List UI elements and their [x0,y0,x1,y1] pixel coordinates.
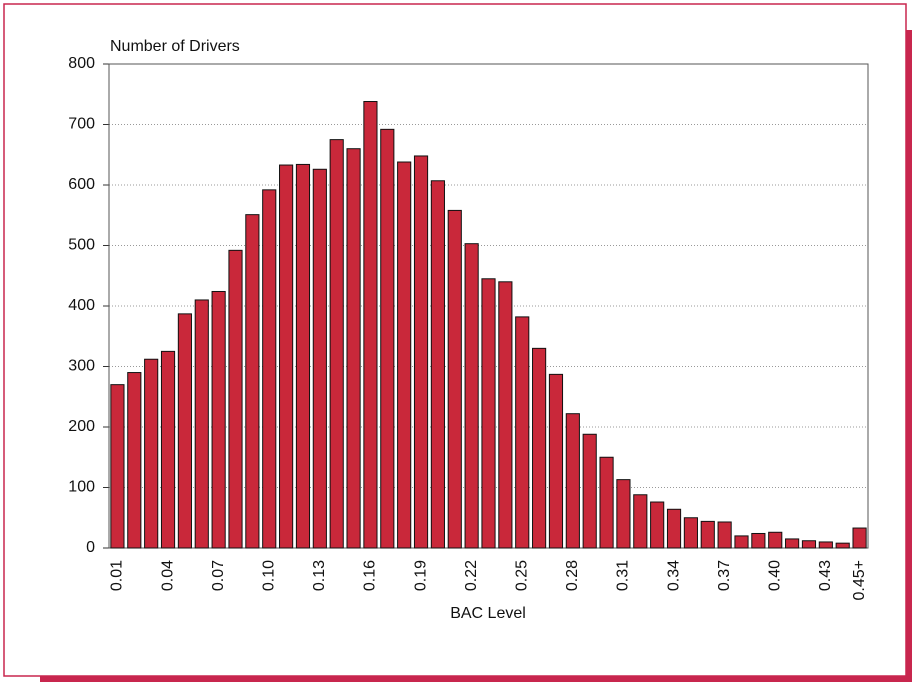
bar [700,520,715,549]
x-tick-label: 0.37 [716,560,733,591]
bar [363,101,378,549]
bar [683,517,698,549]
bar [481,278,496,549]
bar [177,313,192,549]
bar [447,209,462,549]
frame-shadow [906,30,912,682]
bar [835,542,850,549]
y-tick-label: 500 [68,237,95,254]
x-tick-label: 0.07 [210,560,227,591]
bar [717,521,732,549]
bar [582,433,597,549]
bar [666,508,682,549]
bar [312,168,327,549]
bar [228,249,243,549]
bar [498,281,513,549]
y-axis-label: Number of Drivers [110,38,240,55]
x-tick-label: 0.34 [665,560,682,591]
x-tick-label: 0.45+ [851,560,868,600]
y-tick-label: 300 [68,358,95,375]
bar [279,164,294,549]
x-tick-label: 0.16 [362,560,379,591]
bar [785,538,800,549]
bar [329,139,344,549]
bar [565,413,580,549]
y-tick-label: 800 [68,55,95,72]
bar [818,541,833,549]
bar [751,532,766,549]
bar [734,535,749,549]
x-tick-label: 0.19 [412,560,429,591]
bar [650,501,665,549]
x-axis-label: BAC Level [450,605,526,622]
bar [413,155,429,549]
y-tick-label: 0 [86,539,95,556]
bar [768,531,783,549]
bar [295,163,311,549]
bar [160,350,176,549]
y-tick-label: 700 [68,116,95,133]
bar [144,358,159,549]
bar [262,189,277,549]
x-tick-label: 0.28 [564,560,581,591]
bar [194,299,209,549]
x-tick-label: 0.22 [463,560,480,591]
x-tick-label: 0.04 [159,560,176,591]
bar [380,128,395,549]
bar [127,372,142,549]
bar [532,347,547,549]
bar [801,540,817,549]
x-tick-label: 0.10 [260,560,277,591]
bar [599,456,614,549]
bar [852,527,867,549]
bar [346,148,361,549]
bar [110,384,125,549]
bar [430,180,445,549]
x-tick-label: 0.31 [615,560,632,591]
bar [397,161,412,549]
x-tick-label: 0.25 [513,560,530,591]
y-tick-label: 400 [68,297,95,314]
y-tick-label: 600 [68,176,95,193]
bar [616,479,631,549]
x-tick-label: 0.01 [109,560,126,591]
bar [464,243,479,549]
bar [515,316,530,549]
bar [245,214,260,549]
y-tick-label: 200 [68,418,95,435]
x-tick-label: 0.40 [766,560,783,591]
bar [211,290,226,549]
bar [548,373,564,549]
x-tick-label: 0.13 [311,560,328,591]
x-tick-label: 0.43 [817,560,834,591]
frame-shadow [40,676,912,682]
y-tick-label: 100 [68,479,95,496]
bar [633,494,648,549]
